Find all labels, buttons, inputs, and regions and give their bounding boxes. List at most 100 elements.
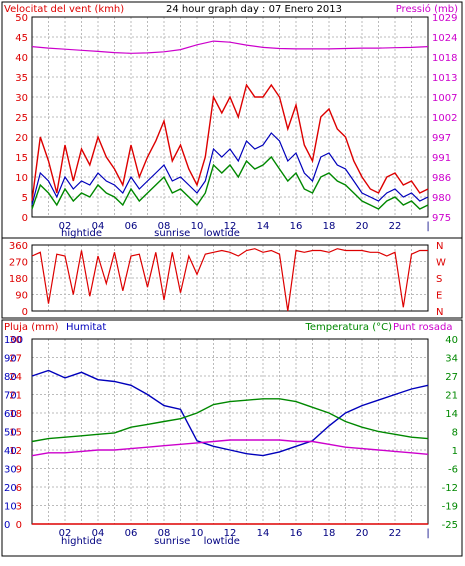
- right-tick-label: 1029: [432, 13, 457, 24]
- plot-border: [31, 16, 429, 218]
- left-tick-label: 0: [22, 307, 28, 318]
- humidity-tick-label: 10: [4, 502, 17, 513]
- x-tick-label: 12: [224, 221, 237, 232]
- right-tick-label: 1024: [432, 33, 457, 44]
- compass-label: N: [436, 307, 443, 318]
- chart-title: 24 hour graph day : 07 Enero 2013: [166, 4, 342, 15]
- right-tick-label: 980: [432, 193, 451, 204]
- temperature-tick-label: -6: [448, 465, 458, 476]
- rain-tick-label: 30: [9, 335, 22, 346]
- left-tick-label: 5: [22, 193, 28, 204]
- temperature-tick-label: -25: [442, 520, 458, 531]
- rain-tick-label: 0: [16, 520, 22, 531]
- x-tick-label: 10: [191, 528, 204, 539]
- rain-tick-label: 12: [9, 446, 22, 457]
- x-tick-label: 08: [158, 221, 171, 232]
- x-tick-label: |: [426, 528, 429, 539]
- left-axis-label: Velocitat del vent (kmh): [4, 4, 124, 15]
- x-tick-label: 22: [389, 221, 402, 232]
- compass-label: W: [436, 258, 446, 269]
- temperature-tick-label: 40: [445, 335, 458, 346]
- series-line-direction: [31, 248, 428, 312]
- marker-label: lowtide: [204, 228, 240, 239]
- x-tick-label: 14: [257, 528, 270, 539]
- left-tick-label: 30: [15, 93, 28, 104]
- right-tick-label: 1013: [432, 73, 457, 84]
- temperature-tick-label: 8: [452, 428, 458, 439]
- plot-border: [31, 244, 429, 312]
- right-tick-label: 1018: [432, 53, 457, 64]
- humidity-tick-label: 0: [4, 520, 10, 531]
- rain-tick-label: 18: [9, 409, 22, 420]
- temperature-tick-label: 27: [445, 372, 458, 383]
- temperature-tick-label: 1: [452, 446, 458, 457]
- dewpoint-axis-label: Punt rosada: [393, 322, 452, 333]
- rain-tick-label: 3: [16, 502, 22, 513]
- x-tick-label: 10: [191, 221, 204, 232]
- right-tick-label: 997: [432, 133, 451, 144]
- panel-frame-temperature: [1, 319, 463, 557]
- marker-label: sunrise: [154, 536, 190, 547]
- humidity-tick-label: 80: [4, 372, 17, 383]
- left-tick-label: 35: [15, 73, 28, 84]
- marker-label: sunrise: [154, 228, 190, 239]
- compass-label: E: [436, 291, 442, 302]
- humidity-tick-label: 70: [4, 391, 17, 402]
- left-tick-label: 90: [15, 291, 28, 302]
- humidity-tick-label: 20: [4, 483, 17, 494]
- rain-tick-label: 9: [16, 465, 22, 476]
- series-line-humidity: [31, 369, 429, 457]
- right-axis-label: Pressió (mb): [396, 3, 458, 15]
- left-tick-label: 270: [9, 258, 28, 269]
- rain-axis-label: Pluja (mm): [4, 322, 59, 333]
- x-tick-label: 16: [290, 528, 303, 539]
- left-tick-label: 180: [9, 274, 28, 285]
- x-tick-label: 18: [323, 221, 336, 232]
- temperature-tick-label: 14: [445, 409, 458, 420]
- left-tick-label: 360: [9, 241, 28, 252]
- x-tick-label: 02: [59, 528, 72, 539]
- x-tick-label: 06: [125, 221, 138, 232]
- temperature-tick-label: 34: [445, 354, 458, 365]
- left-tick-label: 40: [15, 53, 28, 64]
- rain-tick-label: 24: [9, 372, 22, 383]
- series-line-temperature: [31, 398, 429, 443]
- series-line-direction_speed: [31, 132, 429, 206]
- right-tick-label: 1002: [432, 113, 457, 124]
- marker-label: hightide: [61, 228, 102, 239]
- temperature-tick-label: -12: [442, 483, 458, 494]
- rain-tick-label: 27: [9, 354, 22, 365]
- temperature-tick-label: 21: [445, 391, 458, 402]
- humidity-tick-label: 100: [4, 335, 23, 346]
- x-tick-label: |: [426, 221, 429, 232]
- rain-tick-label: 15: [9, 428, 22, 439]
- humidity-tick-label: 60: [4, 409, 17, 420]
- left-tick-label: 0: [22, 213, 28, 224]
- right-tick-label: 1007: [432, 93, 457, 104]
- x-tick-label: 14: [257, 221, 270, 232]
- x-tick-label: 12: [224, 528, 237, 539]
- left-tick-label: 25: [15, 113, 28, 124]
- compass-label: N: [436, 241, 443, 252]
- x-tick-label: 20: [356, 221, 369, 232]
- x-tick-label: 20: [356, 528, 369, 539]
- x-tick-label: 04: [92, 528, 105, 539]
- right-tick-label: 986: [432, 173, 451, 184]
- humidity-tick-label: 90: [4, 354, 17, 365]
- x-tick-label: 06: [125, 528, 138, 539]
- humidity-tick-label: 50: [4, 428, 17, 439]
- left-tick-label: 45: [15, 33, 28, 44]
- humidity-axis-label: Humitat: [66, 322, 106, 333]
- humidity-tick-label: 40: [4, 446, 17, 457]
- panel-frame-direction: [1, 237, 463, 319]
- left-tick-label: 50: [15, 13, 28, 24]
- rain-tick-label: 6: [16, 483, 22, 494]
- humidity-tick-label: 30: [4, 465, 17, 476]
- temperature-axis-label: Temperatura (°C): [304, 322, 392, 333]
- left-tick-label: 20: [15, 133, 28, 144]
- right-tick-label: 991: [432, 153, 451, 164]
- marker-label: hightide: [61, 536, 102, 547]
- rain-tick-label: 21: [9, 391, 22, 402]
